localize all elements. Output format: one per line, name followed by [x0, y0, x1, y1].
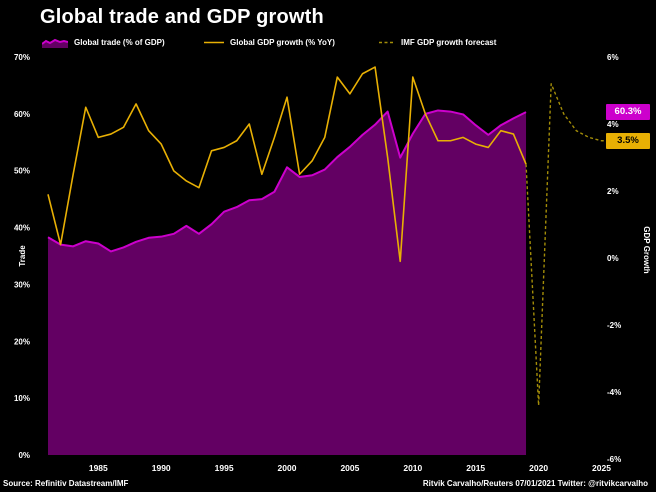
chart-title: Global trade and GDP growth: [40, 6, 324, 28]
x-axis-tick: 2020: [529, 463, 548, 473]
legend-item-trade: Global trade (% of GDP): [42, 36, 165, 48]
left-axis-tick: 70%: [14, 53, 30, 62]
trade-area-swatch: [42, 38, 68, 48]
forecast-last-value-badge: 3.5%: [606, 133, 650, 149]
forecast-line-swatch: [379, 41, 395, 43]
left-axis-tick: 10%: [14, 394, 30, 403]
right-axis-tick: -2%: [607, 321, 621, 330]
right-axis-tick: 2%: [607, 187, 619, 196]
x-axis-tick: 2025: [592, 463, 611, 473]
left-axis-tick: 30%: [14, 280, 30, 289]
x-axis-tick: 2010: [403, 463, 422, 473]
legend-item-forecast: IMF GDP growth forecast: [379, 36, 496, 48]
legend-item-gdp: Global GDP growth (% YoY): [204, 36, 335, 48]
gdp-line-swatch: [204, 41, 224, 43]
legend-label-forecast: IMF GDP growth forecast: [401, 37, 497, 47]
right-axis-tick: -4%: [607, 388, 621, 397]
author-credit: Ritvik Carvalho/Reuters 07/01/2021 Twitt…: [422, 479, 648, 488]
x-axis-tick: 2005: [340, 463, 359, 473]
left-axis-tick: 50%: [14, 167, 30, 176]
legend-label-gdp: Global GDP growth (% YoY): [230, 37, 335, 47]
x-axis-tick: 2000: [278, 463, 297, 473]
imf-forecast-line: [525, 83, 606, 407]
left-axis-title: Trade: [18, 245, 27, 267]
x-axis-tick: 1985: [89, 463, 108, 473]
right-axis-tick: 0%: [607, 254, 619, 263]
trade-area-edge: [47, 109, 527, 253]
x-axis-tick: 1990: [152, 463, 171, 473]
trade-area-series: [48, 110, 527, 456]
x-axis-tick: 2015: [466, 463, 485, 473]
trade-last-value-badge: 60.3%: [606, 104, 650, 120]
right-axis-tick: 4%: [607, 120, 619, 129]
right-axis-title: GDP Growth: [642, 226, 651, 274]
right-axis-tick: 6%: [607, 53, 619, 62]
left-axis-tick: 0%: [18, 451, 30, 460]
left-axis-tick: 60%: [14, 110, 30, 119]
x-axis-tick: 1995: [215, 463, 234, 473]
source-attribution: Source: Refinitiv Datastream/IMF: [3, 479, 129, 488]
left-axis-tick: 20%: [14, 337, 30, 346]
left-axis-tick: 40%: [14, 224, 30, 233]
right-axis-tick: -6%: [607, 455, 621, 464]
gdp-growth-line: [47, 66, 527, 263]
legend-label-trade: Global trade (% of GDP): [74, 37, 165, 47]
